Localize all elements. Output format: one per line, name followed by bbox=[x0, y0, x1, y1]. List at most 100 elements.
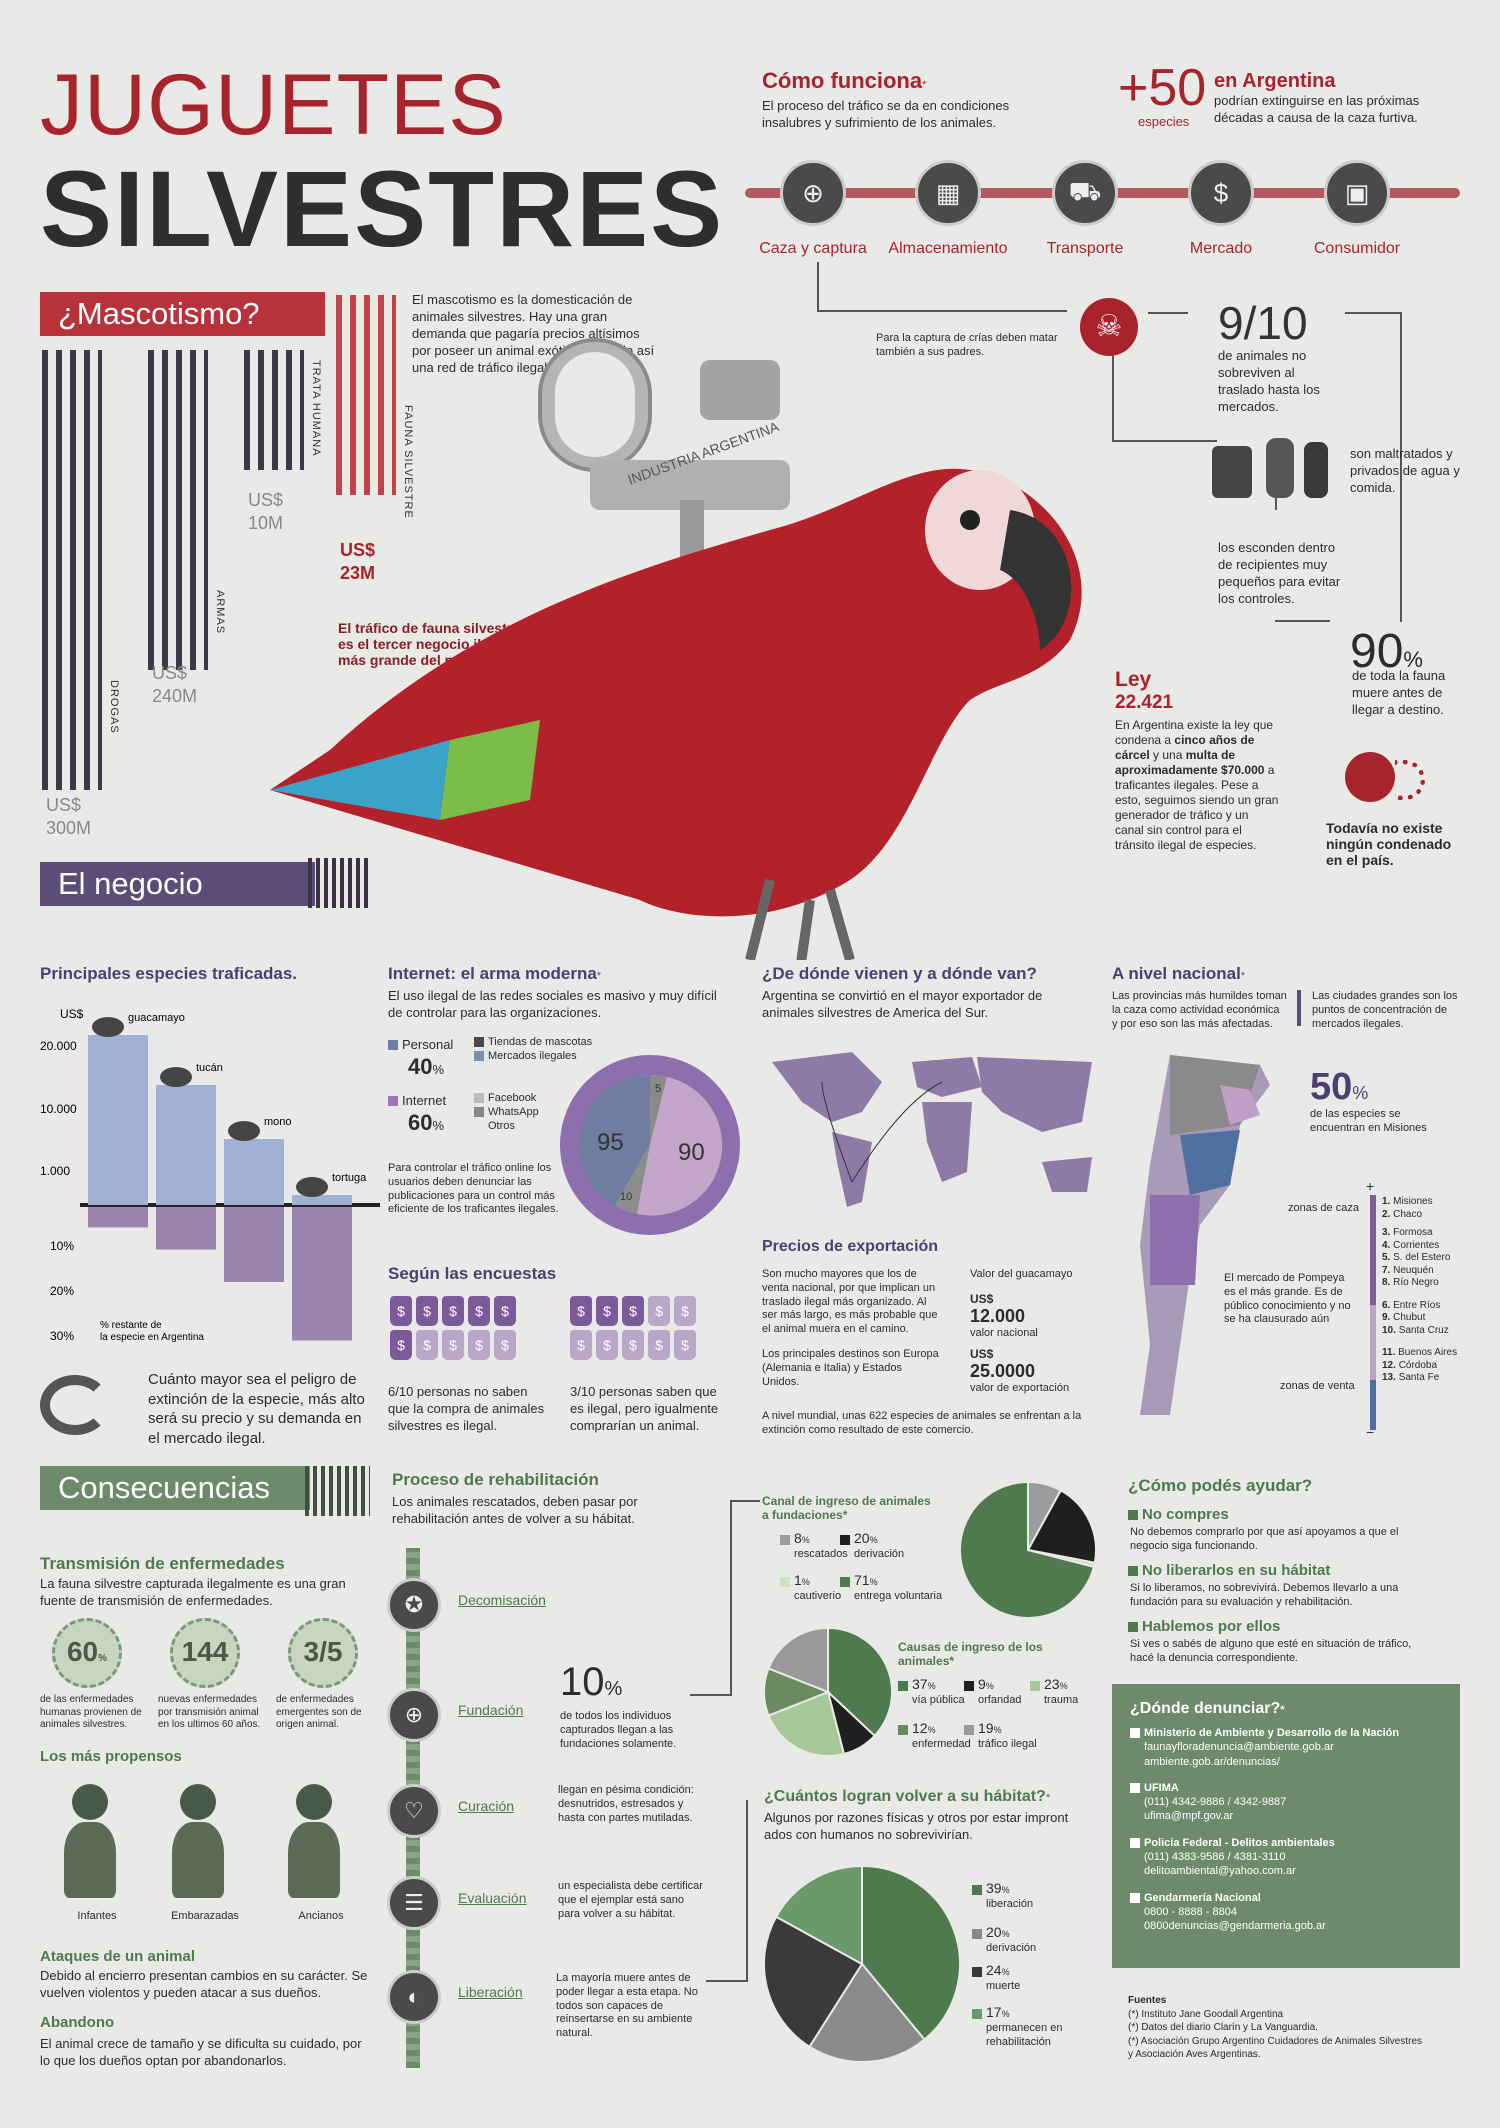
stat-desc-2: de enfermedades emergentes son de origen… bbox=[276, 1694, 362, 1730]
fuentes: Fuentes (*) Instituto Jane Goodall Argen… bbox=[1128, 1995, 1423, 2060]
denunciar-item-2: Policía Federal - Delitos ambientales (01… bbox=[1130, 1836, 1442, 1879]
origen-desc: Argentina se convirtió en el mayor expor… bbox=[762, 988, 1043, 1020]
internet-legend: Facebook WhatsApp Otros bbox=[474, 1092, 539, 1133]
como-funciona: Cómo funciona* El proceso del tráfico se… bbox=[762, 68, 1062, 132]
denunciar-box: ¿Dónde denunciar?* Ministerio de Ambient… bbox=[1112, 1684, 1460, 1968]
cycle-arrows-icon bbox=[40, 1375, 110, 1435]
pie-slice-2 bbox=[767, 1690, 846, 1757]
vuelven-pie bbox=[764, 1866, 961, 2063]
price-tag-icon: $ bbox=[596, 1330, 618, 1360]
price-tag-icon: $ bbox=[570, 1330, 592, 1360]
person-head-icon-1 bbox=[180, 1784, 216, 1820]
encuestas-b: 3/10 personas saben que es ilegal, pero … bbox=[570, 1384, 719, 1433]
pie-slice-4 bbox=[767, 1628, 829, 1694]
world-map bbox=[772, 1052, 1092, 1207]
price-bar-mono bbox=[224, 1139, 284, 1205]
luggage-icon bbox=[1212, 438, 1332, 500]
price-tag-icon: $ bbox=[390, 1296, 412, 1326]
ayudar-desc-1: Si lo liberamos, no sobrevivirá. Debemos… bbox=[1130, 1582, 1399, 1608]
bar-label-2: TRATA HUMANA bbox=[310, 360, 322, 457]
bar-currency-2: US$ bbox=[248, 490, 284, 510]
canal-pie bbox=[960, 1482, 1097, 1619]
ataques-title: Ataques de un animal bbox=[40, 1948, 196, 1965]
internet-stat: Internet 60% bbox=[388, 1092, 446, 1136]
provinces-list: 1. Misiones 2. Chaco 3. Formosa 4. Corrient… bbox=[1382, 1196, 1482, 1385]
price-tag-icon: $ bbox=[622, 1330, 644, 1360]
negocio-banner: El negocio bbox=[40, 862, 315, 906]
province-1: 2. Chaco bbox=[1382, 1208, 1423, 1220]
animal-label-0: guacamayo bbox=[128, 1012, 185, 1024]
pie-slice-0 bbox=[827, 1628, 893, 1738]
province-9: 10. Santa Cruz bbox=[1382, 1324, 1449, 1336]
svg-text:10: 10 bbox=[620, 1191, 632, 1203]
crosshair-icon: ⊕ bbox=[780, 160, 846, 226]
bar-1 bbox=[148, 350, 208, 670]
stat-desc-0: de las enfermedades humanas provienen de… bbox=[40, 1694, 142, 1730]
consecuencias-banner: Consecuencias bbox=[40, 1466, 310, 1510]
canal-legend-1: 20% derivación bbox=[840, 1530, 950, 1562]
ley-none: Todavía no existe ningún condenado en el… bbox=[1326, 820, 1452, 868]
internet-block: Internet: el arma moderna* El uso ilegal… bbox=[388, 964, 728, 1022]
trafico-note: El tráfico de fauna silvestre es el terc… bbox=[338, 620, 521, 668]
pie-slice-3 bbox=[774, 1866, 863, 1966]
price-tag-icon: $ bbox=[416, 1296, 438, 1326]
rehab-desc: Los animales rescatados, deben pasar por… bbox=[392, 1494, 638, 1526]
rehab-step-2: Curación bbox=[458, 1798, 515, 1814]
precios-desc: Son mucho mayores que los de venta nacio… bbox=[762, 1268, 938, 1335]
province-2: 3. Formosa bbox=[1382, 1227, 1433, 1238]
stat-circle-2: 3/5 bbox=[288, 1618, 358, 1688]
como-title: Cómo funciona bbox=[762, 68, 923, 93]
bar-value-1: 240M bbox=[152, 686, 198, 706]
price-tag-icon: $ bbox=[596, 1296, 618, 1326]
extinct-desc: podrían extinguirse en las próximas déca… bbox=[1214, 93, 1420, 125]
bar-2 bbox=[244, 350, 304, 470]
price-tag-icon: $ bbox=[442, 1296, 464, 1326]
extinct-word: especies bbox=[1138, 114, 1190, 129]
pie-slice-0 bbox=[861, 1866, 961, 2041]
canal-legend-2: 1% cautiverio bbox=[780, 1572, 890, 1604]
origen-block: ¿De dónde vienen y a dónde van? Argentin… bbox=[762, 964, 1062, 1022]
rehab-step-3: Evaluación bbox=[458, 1890, 527, 1906]
pompeya: El mercado de Pompeya es el más grande. … bbox=[1224, 1272, 1351, 1326]
stat-desc-1: nuevas enfermedades por transmisión anim… bbox=[158, 1694, 261, 1730]
ataques-desc: Debido al encierro presentan cambios en … bbox=[40, 1968, 368, 2000]
species-chart: US$ 20.000 10.000 1.000 10% 20% 30% guacamayo tu… bbox=[40, 1007, 380, 1343]
pct-tick-0: 10% bbox=[50, 1239, 74, 1253]
vuelven-block: ¿Cuántos logran volver a su hábitat?* Al… bbox=[764, 1788, 1094, 1844]
especies-title: Principales especies traficadas. bbox=[40, 964, 298, 983]
rehab-n2: un especialista debe certificar que el e… bbox=[558, 1880, 703, 1920]
animal-label-2: mono bbox=[264, 1116, 292, 1128]
y-unit: US$ bbox=[60, 1007, 84, 1021]
bar-3 bbox=[336, 295, 396, 495]
person-label-0: Infantes bbox=[77, 1910, 117, 1922]
guacamayo-icon bbox=[92, 1017, 124, 1037]
price-bar-guacamayo bbox=[88, 1035, 148, 1205]
rehab-ten-desc: de todos los individuos capturados llega… bbox=[560, 1710, 677, 1750]
y-tick-2: 1.000 bbox=[40, 1164, 70, 1178]
plus-sign: + bbox=[1366, 1178, 1375, 1194]
stage-label-2: Transporte bbox=[1046, 240, 1124, 257]
province-8: 9. Chubut bbox=[1382, 1312, 1426, 1323]
vuelven-legend-0: 39% liberación bbox=[972, 1880, 1082, 1912]
pct-tick-2: 30% bbox=[50, 1329, 74, 1343]
shopping-bag-icon: ▣ bbox=[1324, 160, 1390, 226]
causas-legend-2: 23% trauma bbox=[1030, 1676, 1140, 1708]
truck-icon: ⛟ bbox=[1052, 160, 1118, 226]
destinos: Los principales destinos son Europa (Ale… bbox=[762, 1348, 939, 1388]
ninety-desc: de toda la fauna muere antes de llegar a… bbox=[1352, 668, 1446, 717]
bar-label-1: ARMAS bbox=[214, 590, 226, 635]
rehab-title: Proceso de rehabilitación bbox=[392, 1470, 599, 1489]
stage-label-1: Almacenamiento bbox=[888, 240, 1008, 257]
ayudar-head-2: Hablemos por ellos bbox=[1128, 1618, 1280, 1635]
province-7: 6. Entre Ríos bbox=[1382, 1299, 1441, 1311]
fifty: 50% bbox=[1310, 1066, 1369, 1108]
bar-currency-3: US$ bbox=[340, 540, 376, 560]
province-4: 5. S. del Estero bbox=[1382, 1252, 1451, 1263]
remain-bar-mono bbox=[224, 1207, 284, 1282]
price-tag-icon: $ bbox=[442, 1330, 464, 1360]
province-6: 8. Río Negro bbox=[1382, 1277, 1439, 1288]
person-body-icon-0 bbox=[64, 1822, 116, 1898]
argentina-map bbox=[1140, 1055, 1270, 1415]
title-line1: JUGUETES bbox=[40, 57, 507, 153]
province-5: 7. Neuquén bbox=[1382, 1264, 1434, 1276]
